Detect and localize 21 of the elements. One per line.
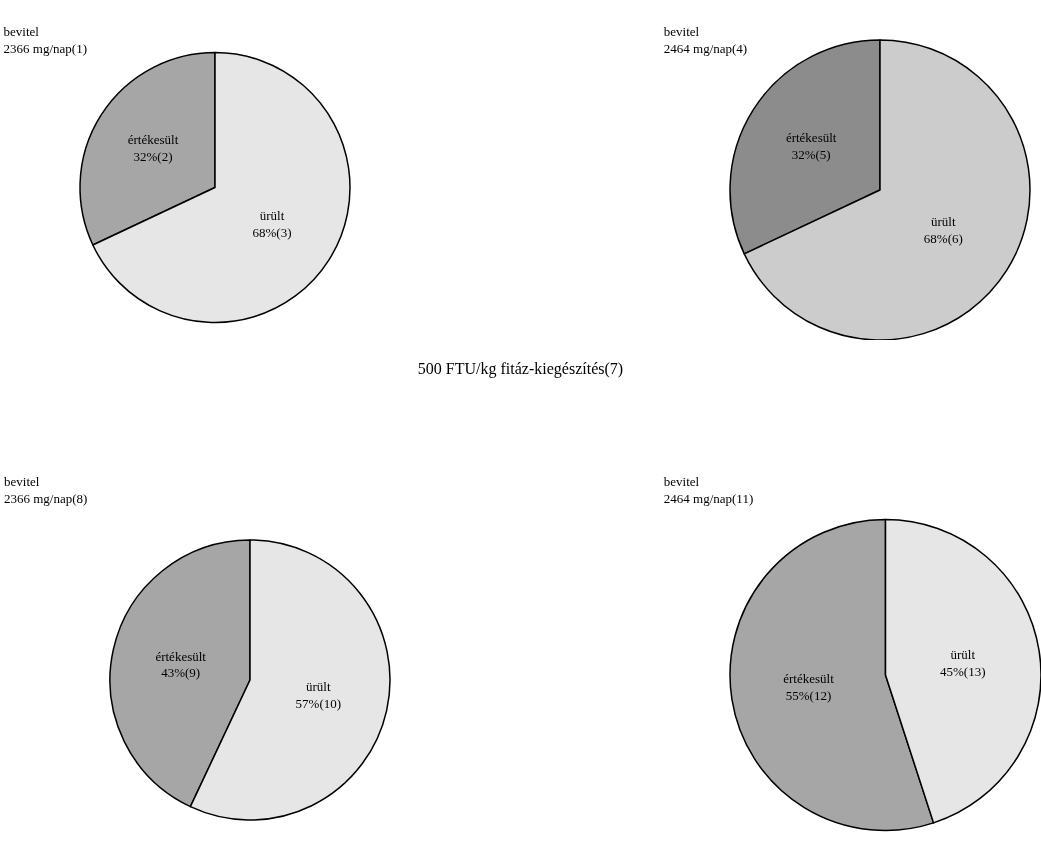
data-label: 55%(12)	[785, 688, 832, 704]
slice-label: értékesült	[785, 130, 837, 146]
data-label: 57%(10)	[295, 696, 342, 712]
data-label: 43%(9)	[161, 665, 201, 681]
data-label: 32%(2)	[133, 149, 173, 165]
chart-title: bevitel 2464 mg/nap(4)	[663, 24, 748, 56]
slice-label: értékesült	[783, 671, 835, 687]
slice-label: ürült	[931, 214, 956, 230]
chart-title: bevitel 2366 mg/nap(1)	[3, 24, 88, 56]
text: 500 FTU/kg fitáz-kiegészítés(7)	[416, 360, 625, 378]
slice-label: értékesült	[127, 132, 179, 148]
slice-label: ürült	[950, 646, 976, 662]
data-label: 32%(5)	[791, 147, 831, 163]
slice-label: értékesült	[155, 648, 207, 664]
data-label: 68%(3)	[252, 224, 292, 240]
data-label: 68%(6)	[923, 231, 963, 247]
data-label: 45%(13)	[940, 663, 986, 679]
chart-title: bevitel 2366 mg/nap(8)	[4, 474, 88, 506]
slice-label: ürült	[306, 679, 331, 695]
slice-label: ürült	[259, 207, 285, 223]
chart-title: bevitel 2464 mg/nap(11)	[663, 474, 754, 506]
